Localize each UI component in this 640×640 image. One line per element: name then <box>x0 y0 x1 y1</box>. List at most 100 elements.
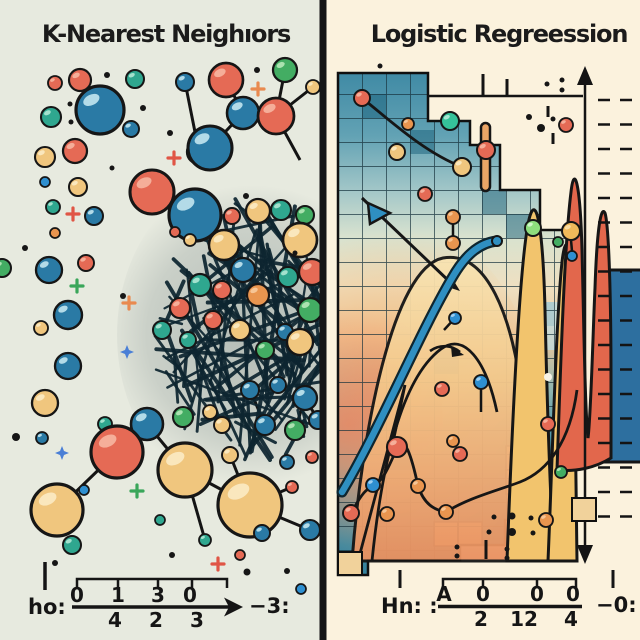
knn-axis-arrowhead <box>224 597 243 617</box>
ball <box>558 117 574 133</box>
ball <box>229 256 257 284</box>
ball-highlight <box>173 301 180 307</box>
ball-highlight <box>345 507 351 512</box>
ball <box>179 331 197 349</box>
ball <box>256 96 296 136</box>
plus-mark <box>121 295 137 311</box>
ball <box>451 156 473 178</box>
ball <box>439 110 461 132</box>
ball <box>560 220 582 242</box>
black-dot <box>454 553 460 559</box>
ball <box>33 320 49 336</box>
web-strand <box>166 305 322 389</box>
ball-highlight <box>288 228 300 238</box>
ball-highlight <box>243 383 250 389</box>
ball <box>122 120 140 138</box>
ball <box>388 143 406 161</box>
ball <box>207 228 241 262</box>
black-dot <box>104 72 110 78</box>
logreg-axis-tick: 0 <box>530 582 544 606</box>
black-dot <box>284 568 290 574</box>
ball-highlight <box>83 93 100 106</box>
ball <box>253 413 277 437</box>
ball <box>544 373 552 381</box>
yellow-wave <box>505 208 556 563</box>
ball-highlight <box>226 210 232 215</box>
plus-mark <box>250 81 266 97</box>
knn-data-balls <box>0 56 329 595</box>
ball-highlight <box>58 305 68 313</box>
ball <box>39 176 51 188</box>
ball-highlight <box>437 384 442 388</box>
ball-highlight <box>561 120 566 124</box>
ball <box>174 71 196 93</box>
ball-highlight <box>135 413 147 422</box>
ball-highlight <box>258 418 265 424</box>
ball <box>0 257 13 279</box>
web-strand <box>204 234 272 395</box>
ball-highlight <box>178 75 185 81</box>
knn-axis-tick: 3 <box>190 608 204 632</box>
ball-highlight <box>48 202 53 206</box>
ball <box>61 534 83 556</box>
black-dot <box>243 568 251 576</box>
ball <box>154 514 166 526</box>
plus-mark <box>69 278 85 294</box>
steep-line <box>356 384 407 562</box>
stem <box>569 239 574 252</box>
logreg-axis-tick: 0 <box>566 582 580 606</box>
ball <box>379 506 395 522</box>
ball-highlight <box>298 208 305 214</box>
ball-highlight <box>556 467 561 471</box>
black-dot <box>508 512 516 520</box>
knn-axis-tick: 3 <box>151 583 165 607</box>
ball <box>305 450 319 464</box>
ball-highlight <box>476 377 481 381</box>
ball-highlight <box>182 334 188 339</box>
black-dot <box>52 560 58 566</box>
ball <box>216 471 284 539</box>
black-dot <box>120 293 126 299</box>
ball <box>49 227 61 239</box>
black-dot <box>486 529 492 535</box>
ball <box>305 79 321 95</box>
up-arrowhead <box>577 66 593 85</box>
black-dot <box>254 67 260 73</box>
down-arrowhead <box>577 545 593 564</box>
ball <box>410 478 426 494</box>
ball-highlight <box>390 440 397 446</box>
ball <box>271 56 299 84</box>
logreg-axis-right-label: −0: <box>596 593 637 617</box>
black-dot <box>243 193 249 199</box>
ball-highlight <box>72 72 80 79</box>
ball-highlight <box>37 433 42 437</box>
black-dot <box>544 81 550 87</box>
ball <box>33 145 57 169</box>
ball <box>169 226 181 238</box>
ball-highlight <box>213 234 224 243</box>
black-dot <box>537 124 545 132</box>
ball <box>29 482 85 538</box>
black-dot <box>377 63 383 69</box>
ball <box>452 446 468 462</box>
logreg-axis-tick: 4 <box>564 607 578 631</box>
ball-highlight <box>185 235 190 239</box>
black-dot <box>504 546 510 552</box>
ball <box>221 446 239 464</box>
ball-highlight <box>166 451 185 466</box>
ball-highlight <box>282 457 287 461</box>
logreg-axis-tick: 2 <box>474 607 488 631</box>
ball <box>524 219 542 237</box>
ball <box>53 351 83 381</box>
logreg-black-dots <box>377 63 565 561</box>
knn-axis-tick: 4 <box>108 608 122 632</box>
ball <box>385 435 409 459</box>
black-dot <box>526 114 532 120</box>
black-dot <box>454 544 460 550</box>
ball-highlight <box>176 410 183 416</box>
plus-mark <box>166 150 182 166</box>
ball-highlight <box>36 323 41 327</box>
ball <box>183 233 197 247</box>
ball-highlight <box>87 209 94 215</box>
